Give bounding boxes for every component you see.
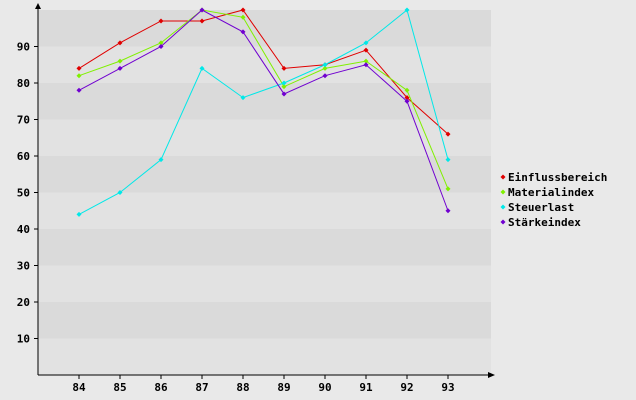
data-point [281,80,287,86]
data-point [404,95,410,101]
data-point [281,91,287,97]
y-tick-label: 70 [17,114,30,127]
x-tick-label: 88 [236,381,249,394]
legend-marker [500,174,506,180]
data-point [199,65,205,71]
grid-band [38,302,491,339]
legend-label: Stärkeindex [508,216,581,229]
data-point [281,65,287,71]
grid-band [38,192,491,229]
data-point [199,18,205,24]
y-axis-ticks: 10 20 30 40 50 60 70 80 90 [17,41,38,346]
data-point [158,157,164,163]
data-point [117,40,123,46]
data-point [117,65,123,71]
legend-label: Materialindex [508,186,594,199]
grid-band [38,338,491,375]
series-lines [76,7,451,217]
y-tick-label: 60 [17,150,30,163]
y-tick-label: 80 [17,77,30,90]
grid-band [38,156,491,193]
data-point [240,7,246,13]
data-point [240,14,246,20]
data-point [76,65,82,71]
grid-band [38,83,491,120]
data-point [445,131,451,137]
data-point [117,58,123,64]
legend-label: Einflussbereich [508,171,607,184]
y-tick-label: 40 [17,223,30,236]
legend-label: Steuerlast [508,201,574,214]
data-point [322,62,328,68]
x-tick-label: 91 [359,381,373,394]
data-point [199,7,205,13]
x-tick-label: 85 [113,381,126,394]
legend-marker [500,204,506,210]
y-tick-label: 20 [17,296,30,309]
data-point [404,7,410,13]
data-point [76,73,82,79]
data-point [445,208,451,214]
series-line [78,9,449,211]
data-point [240,95,246,101]
series-line [78,9,449,215]
data-point [117,190,123,195]
data-point [281,84,287,90]
grid-band [38,229,491,266]
series-line [78,9,449,135]
x-tick-label: 90 [318,381,331,394]
grid-band [38,119,491,156]
y-tick-label: 30 [17,260,30,273]
series-2 [76,7,451,217]
data-point [158,18,164,24]
data-point [158,44,164,49]
data-point [363,47,369,53]
data-point [240,29,246,35]
data-point [76,211,82,217]
data-point [76,87,82,93]
y-axis-arrow [35,3,41,9]
data-point [363,40,369,46]
data-point [445,186,451,192]
data-point [322,73,328,79]
data-point [404,87,410,93]
grid-band [38,265,491,302]
x-tick-label: 93 [441,381,454,394]
data-point [322,65,328,71]
legend: Einflussbereich Materialindex Steuerlast St… [500,171,607,229]
series-3 [76,7,451,214]
x-tick-label: 86 [154,381,168,394]
legend-marker [500,189,506,195]
x-axis-ticks: 84 85 86 87 88 89 90 91 92 93 [72,375,455,394]
x-tick-label: 89 [277,381,290,394]
data-point [363,58,369,64]
data-point [363,62,369,68]
x-tick-label: 87 [195,381,208,394]
data-point [445,157,451,163]
x-axis-arrow [488,372,495,378]
x-tick-label: 84 [72,381,86,394]
data-point [158,40,164,46]
series-line [78,9,449,190]
legend-marker [500,219,506,225]
y-tick-label: 10 [17,333,30,346]
x-tick-label: 92 [400,381,413,394]
axes [35,3,495,378]
data-point [404,98,410,104]
y-tick-label: 90 [17,41,30,54]
y-tick-label: 50 [17,187,30,200]
